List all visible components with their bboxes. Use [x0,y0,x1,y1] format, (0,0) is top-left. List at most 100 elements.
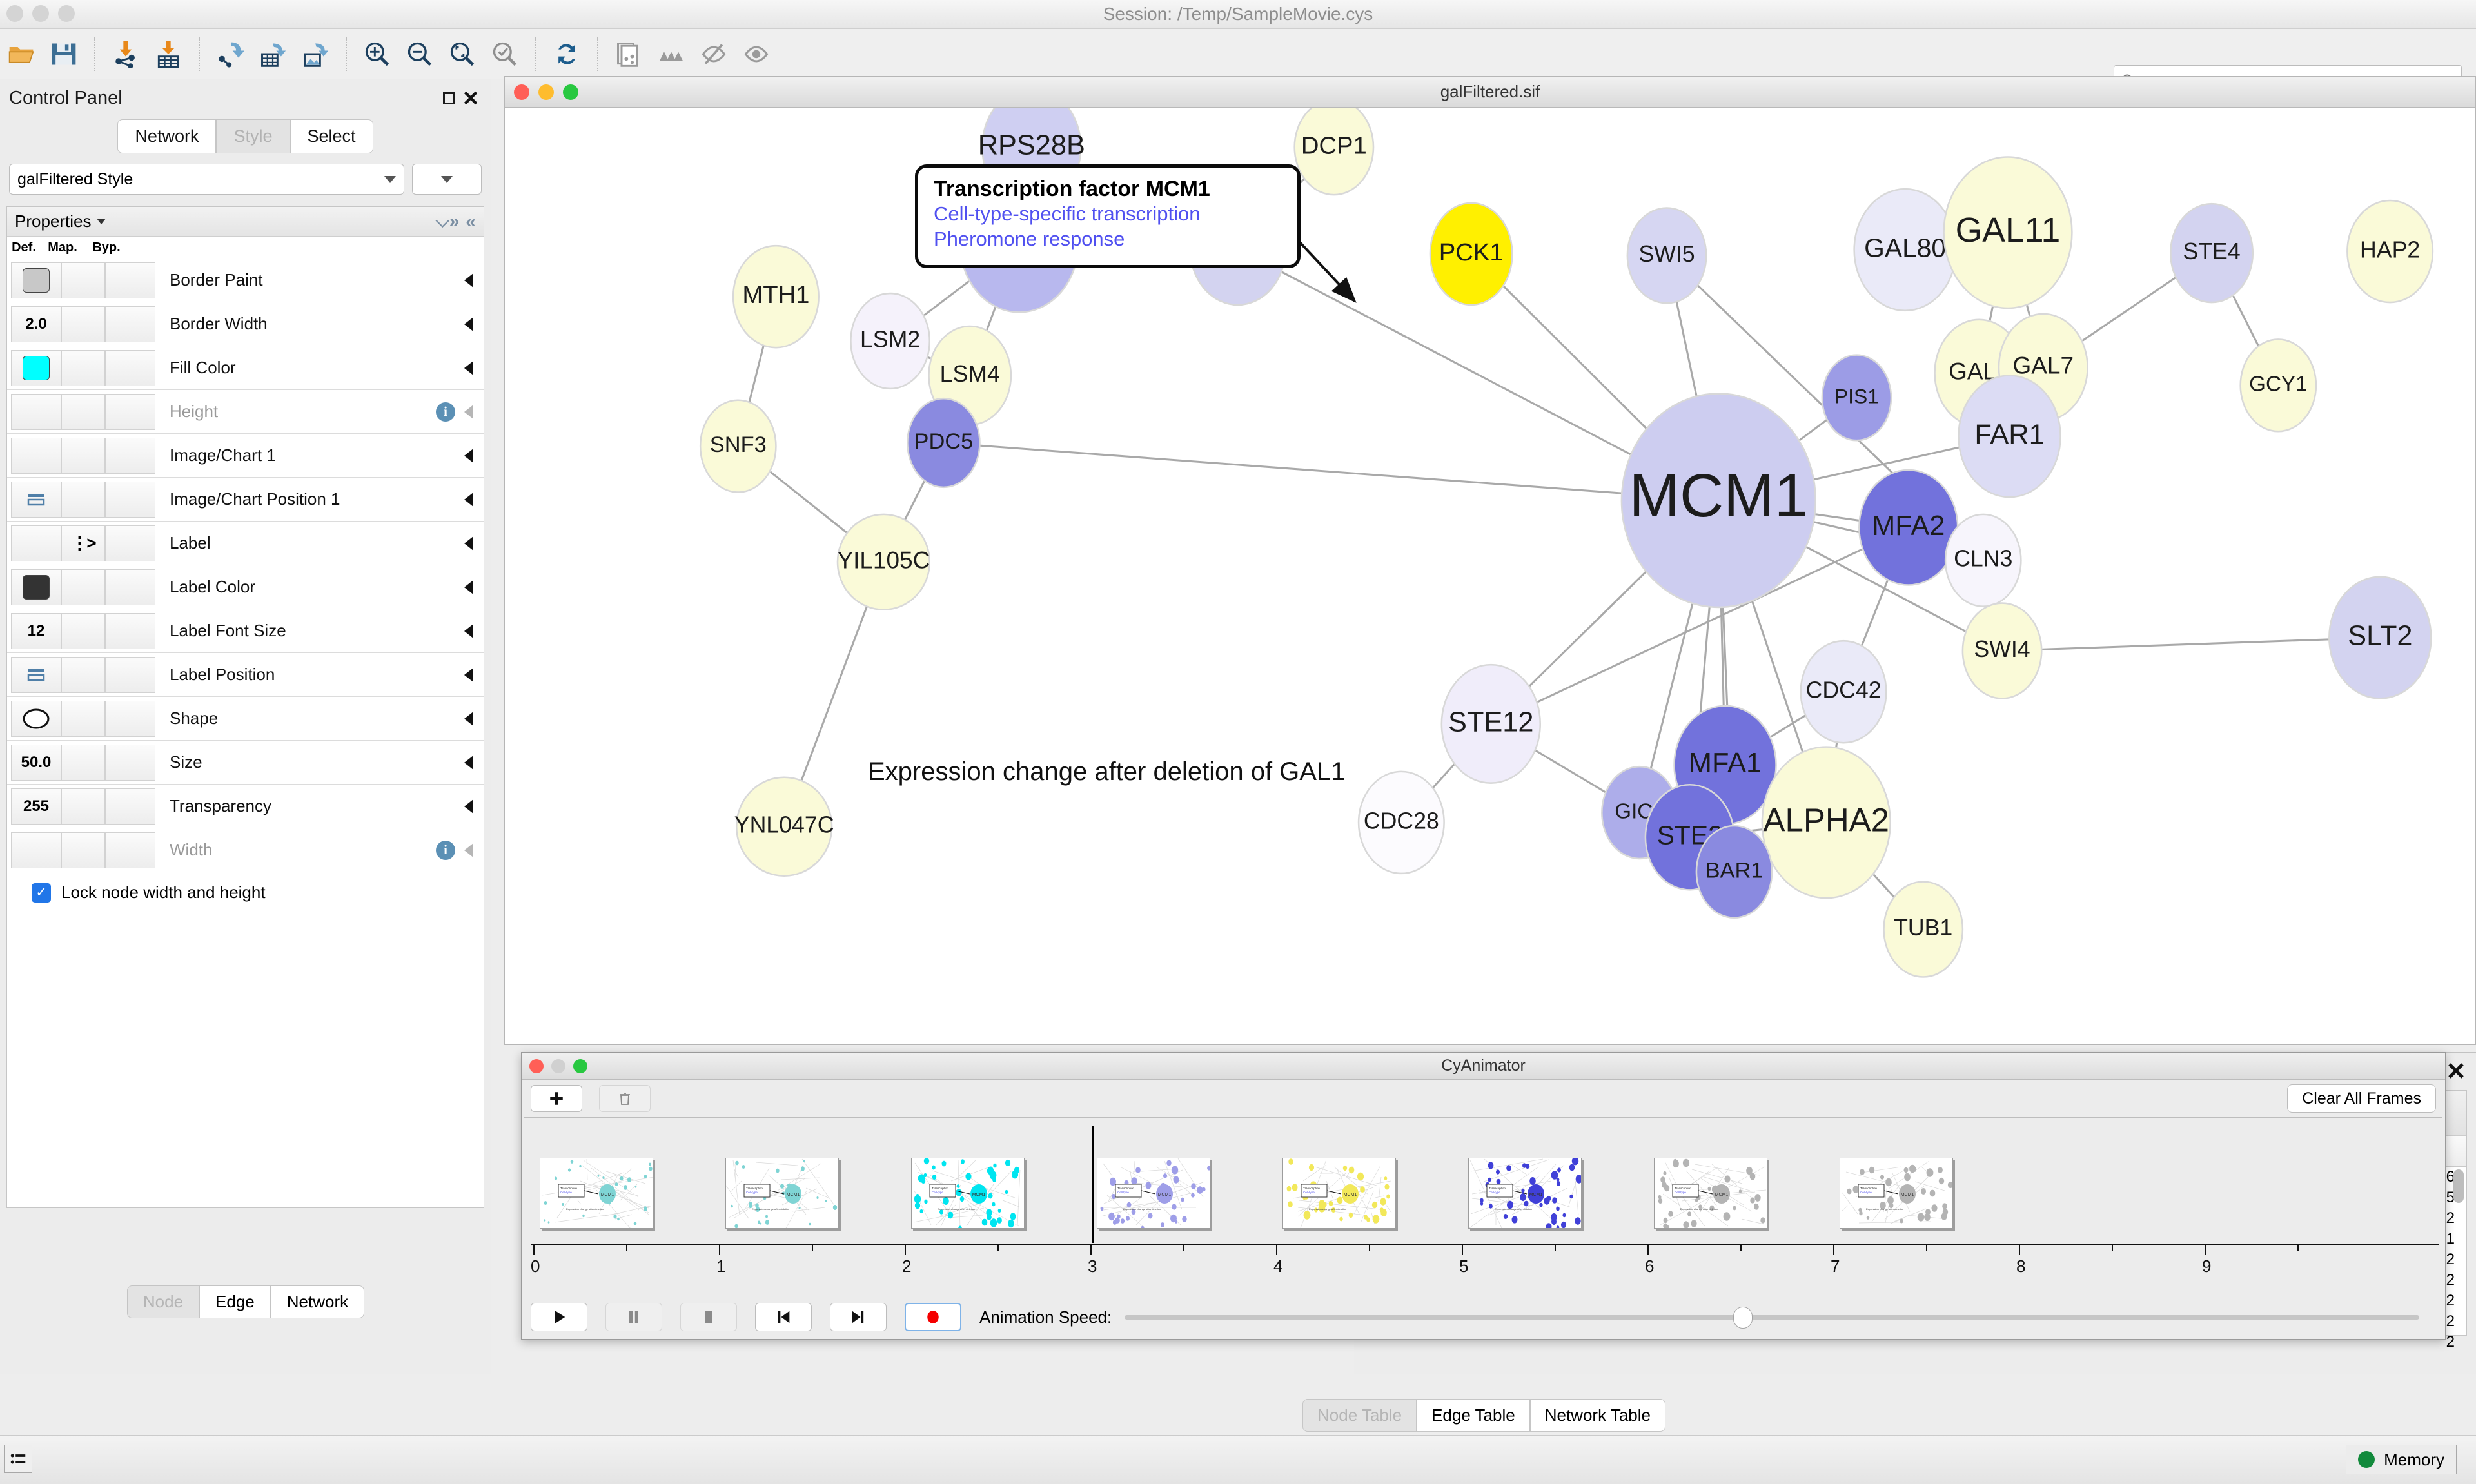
add-frame-button[interactable] [531,1085,582,1112]
frame-timeline[interactable]: MCM1 Transcription Cell-type Expression cha… [524,1117,2442,1278]
network-node[interactable]: PIS1 [1821,354,1892,442]
table-vertical-scrollbar[interactable] [2453,1169,2464,1318]
network-node[interactable]: STE12 [1440,663,1542,784]
network-maximize-button[interactable] [563,84,578,100]
node-shape[interactable] [1293,108,1375,196]
float-panel-button[interactable] [438,87,460,109]
node-shape[interactable] [1943,156,2073,309]
node-shape[interactable] [2346,199,2434,304]
expand-arrow-icon[interactable] [464,536,473,551]
style-select[interactable]: galFiltered Style [9,164,404,195]
zoom-out-icon[interactable] [398,33,441,75]
property-default-cell[interactable] [11,393,61,430]
tab-select[interactable]: Select [290,119,373,153]
pause-button[interactable] [605,1303,662,1331]
lock-node-size-row[interactable]: ✓ Lock node width and height [7,872,484,903]
import-network-icon[interactable] [104,33,147,75]
edge[interactable] [2001,636,2381,652]
node-shape[interactable] [1440,663,1542,784]
network-node[interactable]: HAP2 [2346,199,2434,304]
property-row-image-chart-1[interactable]: Image/Chart 1 [7,434,484,478]
network-node[interactable]: CLN3 [1944,513,2022,607]
expand-arrow-icon[interactable] [464,360,473,375]
property-bypass-cell[interactable] [105,612,155,649]
network-node[interactable]: STE4 [2170,202,2254,304]
zoom-in-icon[interactable] [356,33,398,75]
expand-all-icon[interactable]: ⌵︎» [435,211,460,231]
open-folder-icon[interactable] [0,33,43,75]
expand-arrow-icon[interactable] [464,755,473,770]
node-shape[interactable] [2170,202,2254,304]
timeline-frame[interactable]: MCM1 Transcription Cell-type Expression cha… [911,1158,1025,1229]
table-row[interactable]: 2 [1364,1291,2466,1311]
expand-arrow-icon[interactable] [464,492,473,507]
expand-arrow-icon[interactable] [464,667,473,682]
property-row-image-chart-position-1[interactable]: Image/Chart Position 1 [7,478,484,522]
mcm1-annotation-box[interactable]: Transcription factor MCM1 Cell-type-spec… [915,164,1301,268]
property-default-cell[interactable]: 2.0 [11,306,61,342]
timeline-frame[interactable]: MCM1 Transcription Cell-type Expression cha… [1468,1158,1582,1229]
edge[interactable] [943,442,1719,502]
list-icon[interactable] [4,1445,32,1473]
cyanimator-window-controls[interactable] [529,1059,587,1073]
show-icon[interactable] [735,33,778,75]
property-row-shape[interactable]: Shape [7,697,484,741]
property-mapping-cell[interactable] [61,262,105,298]
property-bypass-cell[interactable] [105,788,155,825]
timeline-frame[interactable]: MCM1 Transcription Cell-type Expression cha… [1097,1158,1210,1229]
clear-all-frames-button[interactable]: Clear All Frames [2287,1084,2436,1113]
node-shape[interactable] [2328,576,2432,699]
new-network-icon[interactable] [607,33,650,75]
property-mapping-cell[interactable] [61,569,105,605]
property-row-label-position[interactable]: Label Position [7,653,484,697]
property-row-size[interactable]: 50.0 Size [7,741,484,785]
node-shape[interactable] [1958,375,2061,498]
cyanimator-minimize-button[interactable] [551,1059,565,1073]
node-shape[interactable] [735,776,833,877]
network-node[interactable]: FAR1 [1958,375,2061,498]
network-node[interactable]: CDC28 [1357,770,1445,875]
tab-node-table[interactable]: Node Table [1302,1399,1417,1432]
expand-arrow-icon[interactable] [464,799,473,814]
network-node[interactable]: PDC5 [907,397,981,489]
properties-menu-icon[interactable] [96,219,106,224]
property-bypass-cell[interactable] [105,744,155,781]
expand-arrow-icon[interactable] [464,711,473,726]
property-default-cell[interactable] [11,569,61,605]
network-node[interactable]: BAR1 [1695,825,1773,919]
property-bypass-cell[interactable] [105,393,155,430]
property-row-width[interactable]: Width i [7,828,484,872]
network-node[interactable]: CDC42 [1800,639,1887,744]
property-mapping-cell[interactable] [61,437,105,474]
property-default-cell[interactable] [11,349,61,386]
maximize-window-button[interactable] [58,5,75,22]
network-canvas[interactable]: RPS28BDCP1RPS28ADMC1PCK1SWI5GAL80GAL11ST… [505,108,2475,1044]
node-shape[interactable] [1626,207,1707,304]
stop-button[interactable] [680,1303,737,1331]
property-bypass-cell[interactable] [105,832,155,868]
play-button[interactable] [531,1303,587,1331]
step-back-button[interactable] [755,1303,812,1331]
zoom-selected-icon[interactable] [484,33,526,75]
timeline-frame[interactable]: MCM1 Transcription Cell-type Expression cha… [1654,1158,1767,1229]
network-node[interactable]: SWI5 [1626,207,1707,304]
expand-arrow-icon[interactable] [464,404,473,419]
property-mapping-cell[interactable] [61,349,105,386]
color-swatch[interactable] [23,268,50,293]
property-row-border-paint[interactable]: Border Paint [7,259,484,302]
property-bypass-cell[interactable] [105,656,155,693]
import-table-icon[interactable] [147,33,190,75]
export-image-icon[interactable] [294,33,337,75]
delete-frame-button[interactable] [599,1085,651,1112]
node-shape[interactable] [1695,825,1773,919]
property-bypass-cell[interactable] [105,349,155,386]
footer-tab-edge[interactable]: Edge [199,1285,271,1318]
network-node[interactable]: MFA2 [1858,469,1959,586]
node-shape[interactable] [2239,338,2317,433]
step-forward-button[interactable] [830,1303,887,1331]
minimize-window-button[interactable] [32,5,49,22]
animation-speed-slider[interactable] [1125,1304,2419,1330]
property-bypass-cell[interactable] [105,481,155,518]
property-bypass-cell[interactable] [105,700,155,737]
tab-network-table[interactable]: Network Table [1529,1399,1665,1432]
